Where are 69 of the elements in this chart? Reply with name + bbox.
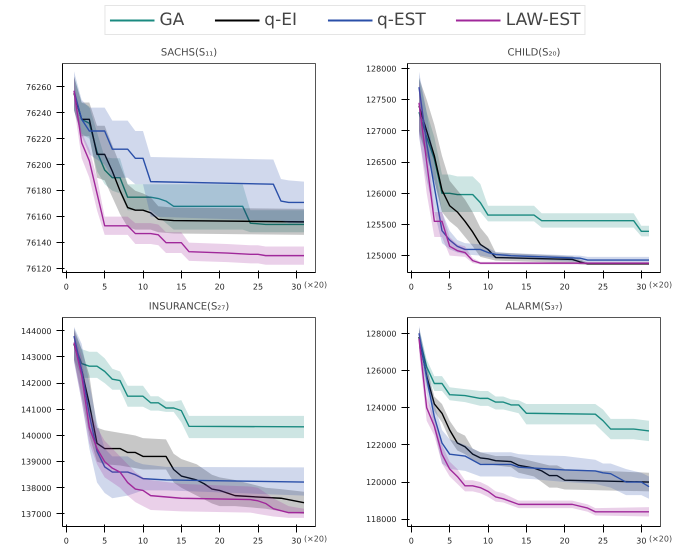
y-tick-label: 144000 [20,326,52,336]
y-tick-label: 76180 [26,186,52,196]
y-tick-label: 122000 [366,440,397,450]
x-tick-label: 0 [64,282,69,292]
y-tick-label: 141000 [20,405,52,414]
x-tick-label: 20 [214,282,225,292]
chart-title: CHILD(S₂₀) [508,48,561,58]
x-axis-title: (×20) [304,280,328,290]
x-tick-label: 5 [447,536,452,546]
x-tick-label: 30 [291,536,302,546]
y-tick-label: 76120 [26,264,52,274]
x-tick-label: 15 [176,536,186,546]
x-tick-label: 10 [138,536,148,546]
y-tick-label: 126000 [366,366,397,376]
legend-label: LAW-EST [506,10,581,30]
y-tick-label: 76160 [26,212,52,222]
x-tick-label: 25 [252,282,264,292]
x-tick-label: 10 [482,536,494,546]
x-tick-label: 15 [521,282,532,292]
x-tick-label: 15 [176,282,186,292]
y-tick-label: 143000 [20,353,52,362]
y-tick-label: 76240 [26,108,52,118]
y-tick-label: 140000 [20,431,52,440]
y-tick-label: 142000 [20,379,52,388]
x-axis-title: (×20) [304,534,328,544]
y-tick-label: 120000 [366,478,397,488]
x-tick-label: 20 [560,282,570,292]
y-tick-label: 125000 [366,252,397,261]
x-tick-label: 0 [408,282,414,292]
x-tick-label: 20 [560,536,570,546]
chart-title: SACHS(S₁₁) [160,48,218,58]
y-tick-label: 76200 [26,160,52,170]
x-tick-label: 30 [636,536,646,546]
legend-label: q-EI [264,10,297,30]
y-tick-label: 76140 [26,238,52,248]
x-tick-label: 25 [598,282,608,292]
x-tick-label: 10 [138,282,148,292]
y-tick-label: 137000 [20,510,52,519]
y-tick-label: 127500 [366,96,397,105]
chart-title: ALARM(S₃₇) [505,302,563,312]
y-tick-label: 128000 [366,329,397,338]
x-tick-label: 5 [447,282,452,292]
chart-title: INSURANCE(S₂₇) [148,302,230,312]
x-axis-title: (×20) [648,534,672,544]
y-tick-label: 127000 [366,126,397,136]
y-tick-label: 124000 [366,404,397,413]
x-tick-label: 0 [64,536,69,546]
y-tick-label: 125500 [366,220,397,230]
y-tick-label: 118000 [366,515,397,524]
x-tick-label: 5 [102,536,108,546]
y-tick-label: 126500 [366,158,397,168]
y-tick-label: 76260 [26,82,52,92]
x-tick-label: 30 [636,282,646,292]
x-tick-label: 20 [214,536,225,546]
x-tick-label: 0 [408,536,414,546]
x-tick-label: 5 [102,282,108,292]
x-tick-label: 30 [291,282,302,292]
x-tick-label: 10 [482,282,494,292]
y-tick-label: 76220 [26,134,52,144]
y-tick-label: 128000 [366,64,397,74]
x-axis-title: (×20) [648,280,672,290]
y-tick-label: 138000 [20,484,52,493]
legend-label: GA [159,10,184,30]
x-tick-label: 15 [521,536,532,546]
x-tick-label: 25 [252,536,264,546]
legend-label: q-EST [376,10,426,30]
x-tick-label: 25 [598,536,608,546]
y-tick-label: 139000 [20,458,52,467]
y-tick-label: 126000 [366,189,397,198]
